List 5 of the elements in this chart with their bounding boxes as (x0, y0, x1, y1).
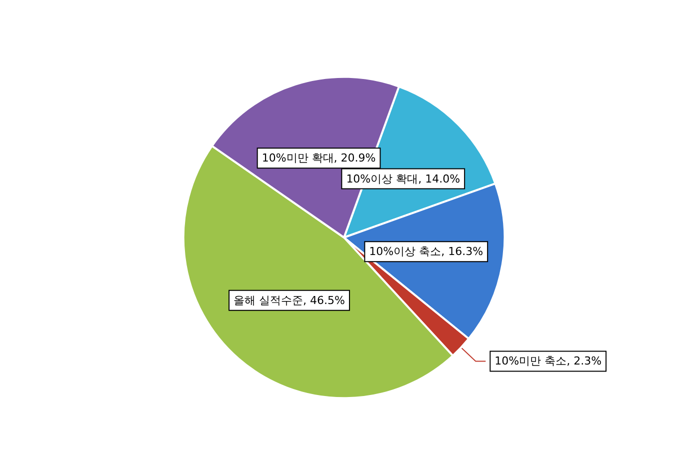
slice-label: 10%이상 확대, 14.0% (346, 172, 460, 186)
slice-label: 올해 실적수준, 46.5% (234, 294, 345, 307)
slice-label: 10%이상 축소, 16.3% (369, 245, 484, 258)
slice-label: 10%미만 확대, 20.9% (262, 152, 376, 165)
slice-label: 10%미만 축소, 2.3% (494, 354, 602, 368)
